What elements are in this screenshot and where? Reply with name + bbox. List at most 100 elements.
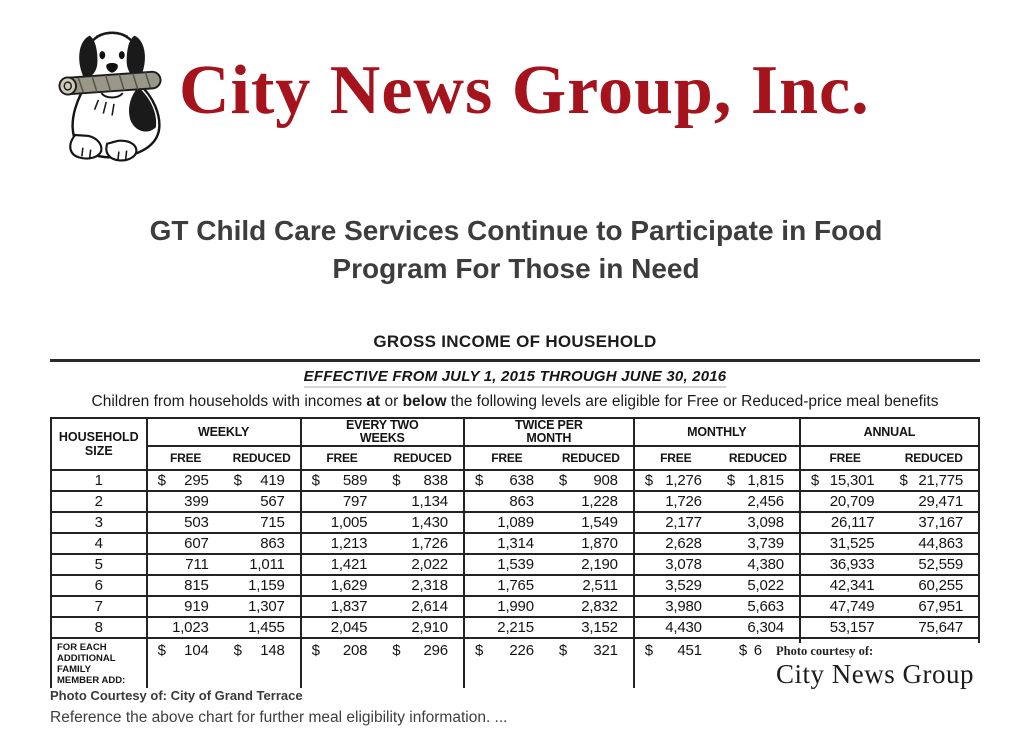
reduced-value: 1,307 (224, 598, 300, 615)
dollar-sign: $ (311, 642, 320, 659)
amount: 75,647 (918, 619, 964, 636)
value-pair: 3,980 5,663 (635, 598, 799, 615)
value-cell-group-3: 3,980 5,663 (632, 595, 801, 618)
reduced-value: 67,951 (889, 598, 978, 615)
free-value: 4,430 (635, 619, 717, 636)
amount: 419 (260, 472, 285, 489)
reference-text: Reference the above chart for further me… (50, 709, 508, 726)
header-line: TWICE PER (515, 418, 583, 432)
amount: 53,157 (829, 619, 875, 636)
header-line: FAMILY (57, 664, 91, 675)
table-header-subcolumns: FREE REDUCED FREE REDUCED FREE REDUCED FREE RED… (51, 445, 981, 471)
reduced-value: 6,304 (717, 619, 799, 636)
reduced-value: 4,380 (717, 556, 799, 573)
dollar-sign: $ (157, 642, 166, 659)
header-line: FOR EACH (57, 642, 107, 653)
amount: 47,749 (829, 598, 875, 615)
amount: 2,022 (411, 556, 448, 573)
group-header-1: EVERY TWO WEEKS (299, 417, 465, 447)
free-value: $226 (465, 639, 549, 659)
free-value: 863 (465, 493, 549, 510)
dollar-sign: $ (392, 642, 401, 659)
amount: 919 (184, 598, 209, 615)
group-header-4: ANNUAL (798, 417, 981, 447)
free-value: 919 (148, 598, 224, 615)
value-pair: 36,933 52,559 (801, 556, 978, 573)
dollar-sign: $ (738, 642, 747, 659)
amount: 503 (184, 514, 209, 531)
amount: 29,471 (918, 493, 964, 510)
header-line: HOUSEHOLD (58, 430, 139, 444)
amount: 1,765 (497, 577, 534, 594)
free-value: $295 (148, 472, 224, 489)
table-row: 3 503 715 1,005 1,430 1,089 1,549 2,177 3,098 26,… (50, 511, 981, 534)
free-value: $638 (465, 472, 549, 489)
value-pair: 3,529 5,022 (635, 577, 799, 594)
income-chart-image: GROSS INCOME OF HOUSEHOLD EFFECTIVE FROM… (50, 332, 982, 690)
free-value: 1,629 (302, 577, 383, 594)
free-value: 20,709 (801, 493, 890, 510)
amount: 589 (342, 472, 368, 489)
value-pair: 47,749 67,951 (801, 598, 978, 615)
amount: 2,045 (330, 619, 368, 636)
value-cell-group-2: 1,539 2,190 (462, 553, 635, 576)
subheader-free: FREE (660, 451, 692, 465)
value-pair: 1,213 1,726 (302, 535, 463, 552)
amount: 1,430 (411, 514, 448, 531)
household-size-value: 5 (50, 553, 148, 576)
amount: 797 (342, 493, 368, 510)
free-value: 797 (302, 493, 383, 510)
value-pair: 2,045 2,910 (302, 619, 463, 636)
value-pair: 20,709 29,471 (801, 493, 978, 510)
amount: 1,228 (581, 493, 618, 510)
reduced-value: 1,228 (549, 493, 633, 510)
subheader-pair: FREE REDUCED (635, 451, 799, 465)
value-cell-group-4: 20,709 29,471 (798, 490, 981, 513)
value-pair: $1,276 $1,815 (635, 472, 799, 489)
reduced-value: 1,455 (224, 619, 300, 636)
value-cell-group-1: $208 $296 (299, 637, 465, 688)
table-row: 4 607 863 1,213 1,726 1,314 1,870 2,628 3,739 31,… (50, 532, 981, 555)
free-value: 1,089 (465, 514, 549, 531)
reduced-value: 1,549 (549, 514, 633, 531)
value-cell-group-4: 47,749 67,951 (798, 595, 981, 618)
value-cell-group-1: 2,045 2,910 (299, 616, 465, 639)
value-cell-group-0: 919 1,307 (145, 595, 302, 618)
header-line: ANNUAL (863, 424, 916, 439)
value-pair: 919 1,307 (148, 598, 300, 615)
subheader-reduced: REDUCED (904, 451, 963, 465)
amount: 1,455 (248, 619, 285, 636)
value-pair: 26,117 37,167 (801, 514, 978, 531)
value-pair: 4,430 6,304 (635, 619, 799, 636)
reduced-value: $21,775 (889, 472, 978, 489)
amount: 2,318 (411, 577, 448, 594)
value-pair: $451 $6 (635, 639, 799, 659)
amount: 715 (260, 514, 285, 531)
amount: 1,421 (330, 556, 368, 573)
amount: 711 (185, 556, 209, 573)
free-value: 3,529 (635, 577, 717, 594)
article-headline: GT Child Care Services Continue to Parti… (0, 212, 1032, 288)
value-cell-group-1: 1,837 2,614 (299, 595, 465, 618)
dollar-sign: $ (233, 472, 242, 489)
value-cell-group-1: 1,213 1,726 (299, 532, 465, 555)
household-size-value: 4 (50, 532, 148, 555)
value-cell-group-3: 2,177 3,098 (632, 511, 801, 534)
reduced-value: 2,190 (549, 556, 633, 573)
reduced-value: 1,134 (382, 493, 463, 510)
amount: 20,709 (829, 493, 875, 510)
free-value: 711 (148, 556, 224, 573)
reduced-value: 1,159 (224, 577, 300, 594)
headline-line-1: GT Child Care Services Continue to Parti… (149, 215, 883, 246)
table-row: 5 711 1,011 1,421 2,022 1,539 2,190 3,078 4,380 3… (50, 553, 981, 576)
table-row: 8 1,023 1,455 2,045 2,910 2,215 3,152 4,430 6,30… (50, 616, 981, 639)
value-pair: 1,023 1,455 (148, 619, 300, 636)
free-value: 1,726 (635, 493, 717, 510)
value-cell-group-0: 399 567 (145, 490, 302, 513)
dollar-sign: $ (474, 642, 484, 659)
value-pair: 31,525 44,863 (801, 535, 978, 552)
value-cell-group-4: 31,525 44,863 (798, 532, 981, 555)
free-value: 815 (148, 577, 224, 594)
value-pair: $15,301 $21,775 (801, 472, 978, 489)
